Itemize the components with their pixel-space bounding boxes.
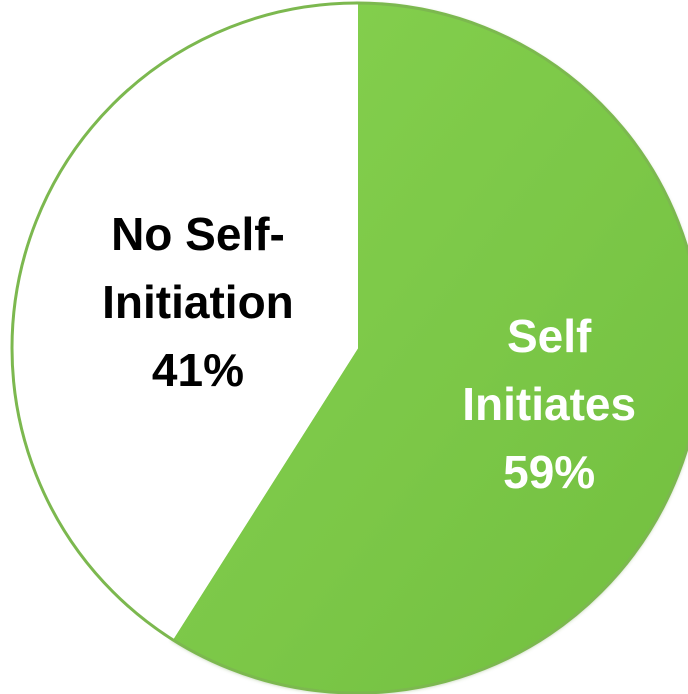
- slice-value-label-0: 59%: [503, 446, 595, 498]
- slice-category-label-0: Initiates: [462, 378, 636, 430]
- slice-label-1: No Self- Initiation 41%: [102, 208, 294, 396]
- slice-category-label-0: Self: [507, 310, 592, 362]
- slice-value-label-1: 41%: [152, 344, 244, 396]
- pie-outline: [10, 1, 688, 694]
- slice-label-0: Self Initiates 59%: [462, 310, 636, 498]
- slice-category-label-1: No Self-: [111, 208, 285, 260]
- slice-category-label-1: Initiation: [102, 276, 294, 328]
